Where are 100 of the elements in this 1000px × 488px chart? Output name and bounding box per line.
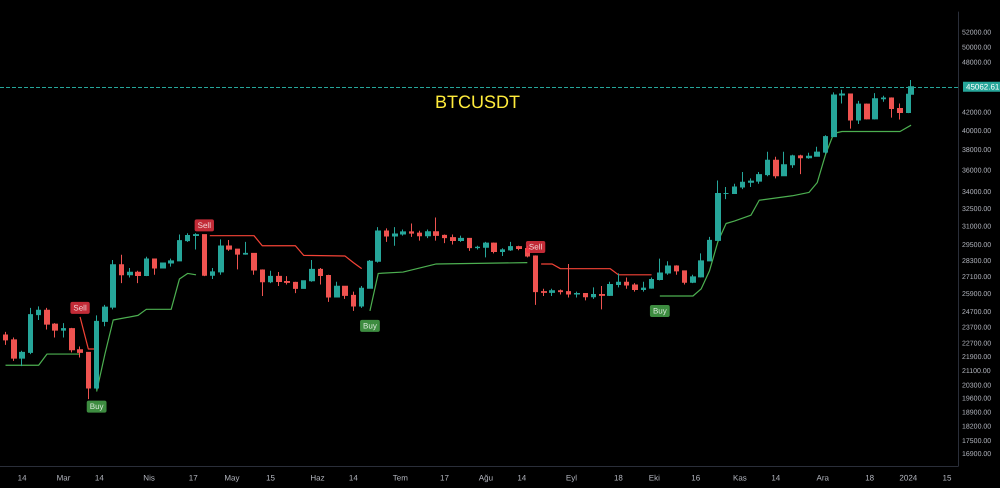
candlestick xyxy=(135,270,141,284)
candlestick xyxy=(342,285,348,300)
candlestick xyxy=(210,267,215,280)
candlestick xyxy=(450,234,456,245)
candlestick xyxy=(284,276,290,286)
candlestick xyxy=(723,186,729,200)
candlestick xyxy=(823,134,828,154)
candlestick xyxy=(756,172,762,184)
candlestick xyxy=(665,260,671,276)
candlestick xyxy=(168,258,174,268)
candlestick xyxy=(674,264,679,276)
candlestick xyxy=(301,280,306,290)
candlestick xyxy=(3,331,8,346)
candlestick xyxy=(433,217,439,242)
x-tick-label: Eyl xyxy=(566,474,578,482)
candlestick xyxy=(649,277,654,290)
candlestick xyxy=(475,245,480,250)
candlestick xyxy=(765,151,770,177)
candlestick xyxy=(607,281,613,297)
x-tick-label: 17 xyxy=(188,474,198,482)
candlestick xyxy=(152,258,157,276)
candlestick xyxy=(326,274,331,302)
candlestick xyxy=(881,95,886,102)
candlestick xyxy=(707,236,712,262)
line-series xyxy=(659,124,912,297)
line-series xyxy=(209,235,362,270)
x-tick-label: 15 xyxy=(266,474,276,482)
candlestick xyxy=(682,270,687,286)
x-tick-label: 18 xyxy=(865,474,875,482)
candlestick xyxy=(624,277,629,290)
candlestick xyxy=(218,238,224,276)
candlestick xyxy=(367,259,373,290)
candlestick xyxy=(409,223,414,238)
candlestick xyxy=(102,304,108,327)
candlestick xyxy=(442,234,447,244)
candlestick xyxy=(533,254,538,306)
candlestick xyxy=(781,151,787,177)
annotation: Buy xyxy=(363,321,377,330)
candlestick xyxy=(86,352,91,400)
x-tick-label: 15 xyxy=(942,474,952,482)
candlestick xyxy=(798,154,803,175)
candlestick xyxy=(19,350,25,367)
candlestick xyxy=(541,288,547,297)
x-tick-label: 14 xyxy=(348,474,358,482)
x-tick-label: 16 xyxy=(691,474,701,482)
text: BTCUSDT xyxy=(435,92,520,112)
candlestick xyxy=(657,258,663,281)
candlestick xyxy=(500,248,505,257)
x-tick-label: May xyxy=(224,474,240,482)
x-tick-label: Kas xyxy=(733,474,747,482)
x-tick-label: Mar xyxy=(56,474,71,482)
candlestick xyxy=(856,100,861,125)
x-tick-label: Nis xyxy=(143,474,155,482)
candlestick xyxy=(848,94,853,130)
line-series xyxy=(96,272,197,392)
x-tick-label: Tem xyxy=(392,474,408,482)
candlestick xyxy=(790,154,795,168)
candlestick xyxy=(243,241,248,256)
candlestick xyxy=(467,238,472,252)
candlestick xyxy=(574,291,580,298)
candlestick xyxy=(119,254,124,284)
candlestick xyxy=(226,240,232,252)
candlestick xyxy=(400,229,406,236)
candlestick xyxy=(897,102,903,120)
candlestick xyxy=(558,289,563,296)
candlestick xyxy=(425,229,431,239)
candlestick xyxy=(566,263,571,298)
candlestick xyxy=(583,292,588,301)
candlestick xyxy=(698,252,704,278)
x-tick-label: Eki xyxy=(648,474,660,482)
candlestick xyxy=(144,256,149,277)
candlestick xyxy=(11,336,17,362)
candlestick xyxy=(632,282,638,292)
candlestick xyxy=(599,285,605,310)
annotation: Buy xyxy=(652,306,667,316)
candlestick xyxy=(732,183,737,194)
candlestick xyxy=(392,226,398,246)
candlestick xyxy=(94,314,99,390)
candlestick xyxy=(293,281,298,294)
candlestick xyxy=(276,272,282,286)
x-tick-label: 2024 xyxy=(899,474,918,482)
candlestick xyxy=(889,96,894,118)
candlestick xyxy=(508,241,513,252)
candlestick xyxy=(127,267,133,278)
line-series xyxy=(369,262,528,312)
ref-line-label: 45062.61 xyxy=(966,82,1000,92)
candlestick xyxy=(318,267,323,286)
candlestick xyxy=(61,322,66,338)
candlestick xyxy=(185,232,190,242)
candlestick xyxy=(110,259,116,310)
candlestick xyxy=(384,228,389,242)
candlestick xyxy=(773,156,779,179)
x-tick-label: 17 xyxy=(440,474,450,482)
candlestick xyxy=(193,232,199,250)
candlestick xyxy=(839,89,845,104)
candlestick xyxy=(641,281,646,292)
candlestick xyxy=(309,259,315,282)
candlestick xyxy=(491,242,497,254)
candlestick xyxy=(251,252,257,276)
candlestick xyxy=(375,226,381,264)
